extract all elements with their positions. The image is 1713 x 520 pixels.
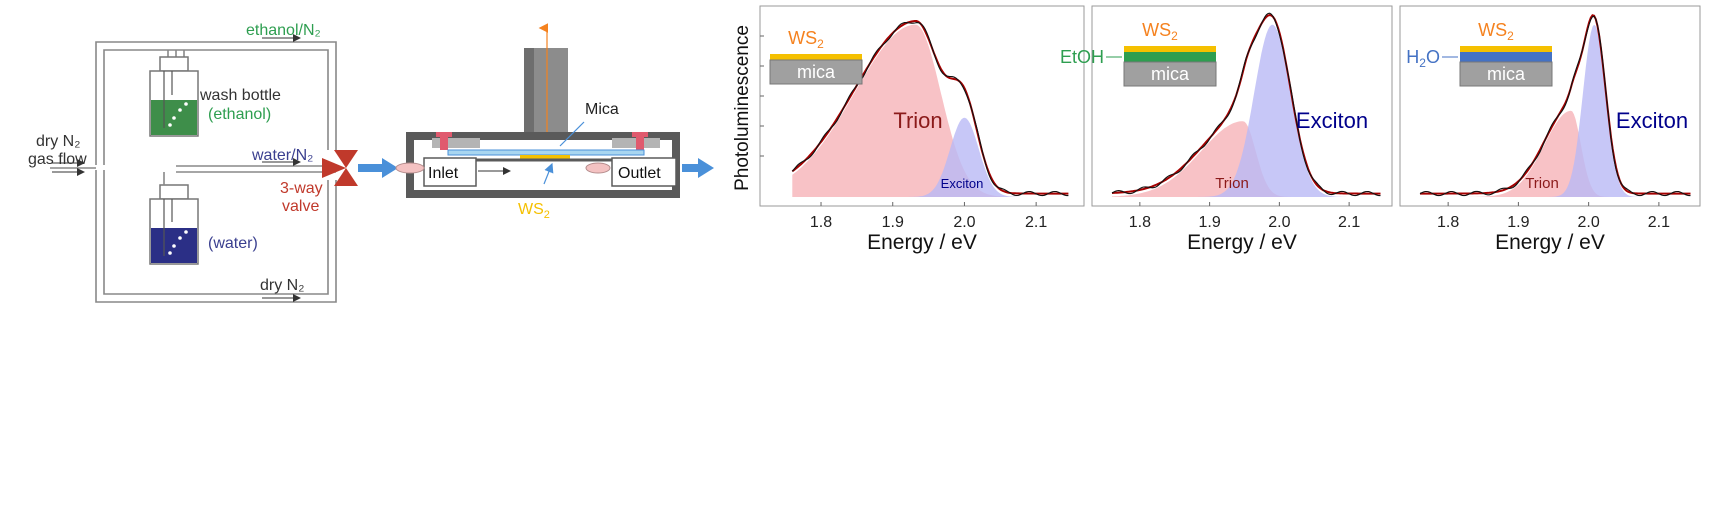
inset-ws2-label: WS2 [788, 28, 824, 51]
water-line-label: water/N₂ [251, 147, 313, 164]
water-bottle-label: (water) [208, 235, 258, 252]
inset-liquid-label: EtOH [1060, 47, 1104, 67]
inset-mica-block [1123, 61, 1217, 87]
x-tick-label: 1.9 [1198, 214, 1220, 231]
inset-ws2-label: WS2 [1142, 20, 1178, 43]
ws2-cell-label: WS2 [518, 201, 550, 221]
trion-peak-area [792, 24, 1069, 197]
wash-bottle-ethanol-label: (ethanol) [208, 106, 271, 123]
substrate-inset: WS2 mica H2O [1406, 20, 1553, 87]
flow-cell: Mica WS2 Inlet Outlet [395, 23, 680, 221]
dry-gas-out-label: dry N₂ [260, 277, 304, 294]
wash-bottle-label: wash bottle [199, 87, 281, 104]
valve-label-1: 3-way [280, 180, 323, 197]
inset-liquid-layer [1124, 52, 1216, 62]
x-tick-label: 1.8 [1129, 214, 1151, 231]
pl-panel-3: 1.8 1.9 2.0 2.1 Energy / eV WS2 mica H2O Exciton… [1399, 5, 1701, 254]
small-peak-label: Trion [1215, 175, 1249, 192]
x-tick-label: 1.8 [810, 214, 832, 231]
valve-label-2: valve [282, 198, 319, 215]
x-axis-label: Energy / eV [1495, 231, 1605, 254]
wash-bottle-ethanol [149, 56, 199, 137]
gas-flow-setup: ethanol/N₂ dry N₂ gas flow wash bottle (… [28, 22, 358, 303]
dry-gas-in-label-2: gas flow [28, 151, 87, 168]
x-axis-label: Energy / eV [1187, 231, 1297, 254]
inset-mica-block [1459, 61, 1553, 87]
mica-window [447, 149, 645, 156]
inlet-port [423, 157, 477, 187]
flow-arrow-from-cell [682, 158, 714, 178]
x-tick-label: 2.0 [1578, 214, 1600, 231]
x-tick-label: 2.1 [1648, 214, 1670, 231]
data-line [1111, 12, 1381, 197]
inset-mica-label: mica [797, 62, 836, 82]
x-tick-label: 1.9 [882, 214, 904, 231]
mica-pointer [559, 121, 585, 147]
inset-mica-label: mica [1151, 64, 1190, 84]
outlet-label: Outlet [618, 165, 661, 182]
x-tick-label: 1.8 [1437, 214, 1459, 231]
mica-label: Mica [585, 101, 619, 118]
ws2-pointer [543, 162, 554, 185]
inset-ws2-label: WS2 [1478, 20, 1514, 43]
ethanol-line-label: ethanol/N₂ [246, 22, 321, 39]
flow-arrow-to-cell [358, 158, 398, 178]
big-peak-label: Exciton [1616, 108, 1688, 133]
data-line [1419, 15, 1691, 197]
y-axis-label: Photoluminescence [732, 25, 753, 191]
pl-panels: 1.8 1.9 2.0 2.1 Energy / eV WS2 mica Trion Excit… [759, 5, 1701, 254]
pl-panel-2: 1.8 1.9 2.0 2.1 Energy / eV WS2 mica EtOH Excito… [1060, 5, 1393, 254]
x-tick-label: 2.1 [1338, 214, 1360, 231]
small-peak-label: Trion [1525, 175, 1559, 192]
three-way-valve-icon [322, 150, 358, 186]
ws2-flake [520, 155, 570, 161]
substrate-inset: WS2 mica [769, 28, 863, 85]
x-axis-label: Energy / eV [867, 231, 977, 254]
inset-liquid-layer [1460, 52, 1552, 62]
small-peak-label: Exciton [941, 176, 984, 191]
pl-panel-1: 1.8 1.9 2.0 2.1 Energy / eV WS2 mica Trion Excit… [759, 5, 1085, 254]
x-tick-label: 2.0 [1268, 214, 1290, 231]
pipe-network [50, 41, 337, 303]
exciton-peak-area [1112, 24, 1381, 198]
x-tick-label: 2.0 [953, 214, 975, 231]
outlet-port [611, 157, 677, 187]
inset-mica-label: mica [1487, 64, 1526, 84]
inlet-label: Inlet [428, 165, 459, 182]
inset-liquid-label: H2O [1406, 47, 1440, 70]
x-tick-label: 2.1 [1025, 214, 1047, 231]
x-tick-label: 1.9 [1507, 214, 1529, 231]
dry-gas-in-label-1: dry N₂ [36, 133, 80, 150]
data-line [791, 21, 1069, 197]
wash-bottle-water [149, 172, 199, 265]
trion-peak-area [1420, 110, 1691, 197]
inset-mica-block [769, 59, 863, 85]
substrate-inset: WS2 mica EtOH [1060, 20, 1217, 87]
big-peak-label: Trion [893, 108, 942, 133]
big-peak-label: Exciton [1296, 108, 1368, 133]
